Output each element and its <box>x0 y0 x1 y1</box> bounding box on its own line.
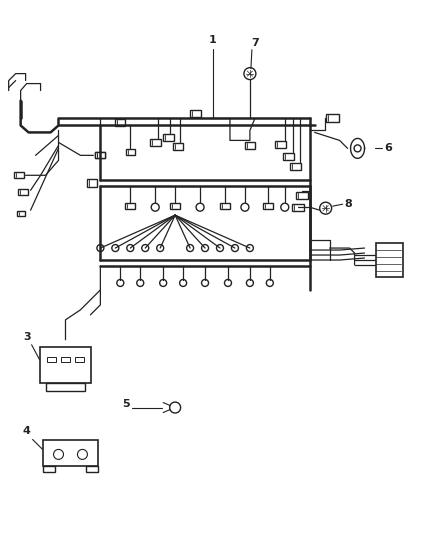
Text: 4: 4 <box>23 426 31 437</box>
Bar <box>95 152 106 158</box>
Circle shape <box>244 68 256 79</box>
Text: 8: 8 <box>345 199 352 209</box>
Circle shape <box>151 203 159 211</box>
Circle shape <box>231 245 238 252</box>
Bar <box>375 243 403 278</box>
Circle shape <box>97 245 104 252</box>
Bar <box>190 110 201 117</box>
Bar <box>88 179 97 187</box>
Bar <box>283 153 294 160</box>
Circle shape <box>117 279 124 286</box>
Bar <box>162 134 173 141</box>
Circle shape <box>196 203 204 211</box>
Bar <box>125 203 135 209</box>
Circle shape <box>160 279 167 286</box>
Circle shape <box>247 279 254 286</box>
Circle shape <box>187 245 194 252</box>
Bar <box>115 119 125 126</box>
Circle shape <box>225 279 231 286</box>
Text: 3: 3 <box>23 332 31 342</box>
Bar <box>61 357 70 362</box>
Bar <box>276 141 286 148</box>
Bar <box>42 466 54 472</box>
Text: 5: 5 <box>123 399 130 409</box>
Circle shape <box>201 279 208 286</box>
Bar <box>150 139 161 146</box>
Circle shape <box>216 245 223 252</box>
Circle shape <box>78 449 88 459</box>
Text: 6: 6 <box>385 143 392 154</box>
Bar <box>42 440 99 466</box>
Bar <box>170 203 180 209</box>
Bar <box>220 203 230 209</box>
Circle shape <box>247 245 254 252</box>
Circle shape <box>180 279 187 286</box>
Circle shape <box>281 203 289 211</box>
Bar <box>17 211 25 216</box>
Circle shape <box>201 245 208 252</box>
Bar <box>18 189 28 195</box>
Text: 1: 1 <box>209 35 217 45</box>
Circle shape <box>266 279 273 286</box>
Bar <box>173 143 183 150</box>
Circle shape <box>241 203 249 211</box>
Circle shape <box>320 202 332 214</box>
Bar <box>126 149 135 155</box>
Bar <box>75 357 84 362</box>
Bar <box>39 347 92 383</box>
Circle shape <box>157 245 164 252</box>
Bar <box>290 163 301 170</box>
Bar <box>46 383 85 391</box>
Bar <box>95 152 106 158</box>
Bar <box>14 172 24 178</box>
Bar <box>326 115 339 123</box>
Circle shape <box>127 245 134 252</box>
Circle shape <box>53 449 64 459</box>
Circle shape <box>170 402 180 413</box>
Bar <box>263 203 273 209</box>
Bar <box>296 192 308 199</box>
Circle shape <box>354 145 361 152</box>
Circle shape <box>142 245 149 252</box>
Bar <box>292 204 304 211</box>
Bar <box>245 142 255 149</box>
Bar <box>47 357 56 362</box>
Text: 7: 7 <box>251 38 259 47</box>
Bar <box>86 466 99 472</box>
Circle shape <box>112 245 119 252</box>
Circle shape <box>137 279 144 286</box>
